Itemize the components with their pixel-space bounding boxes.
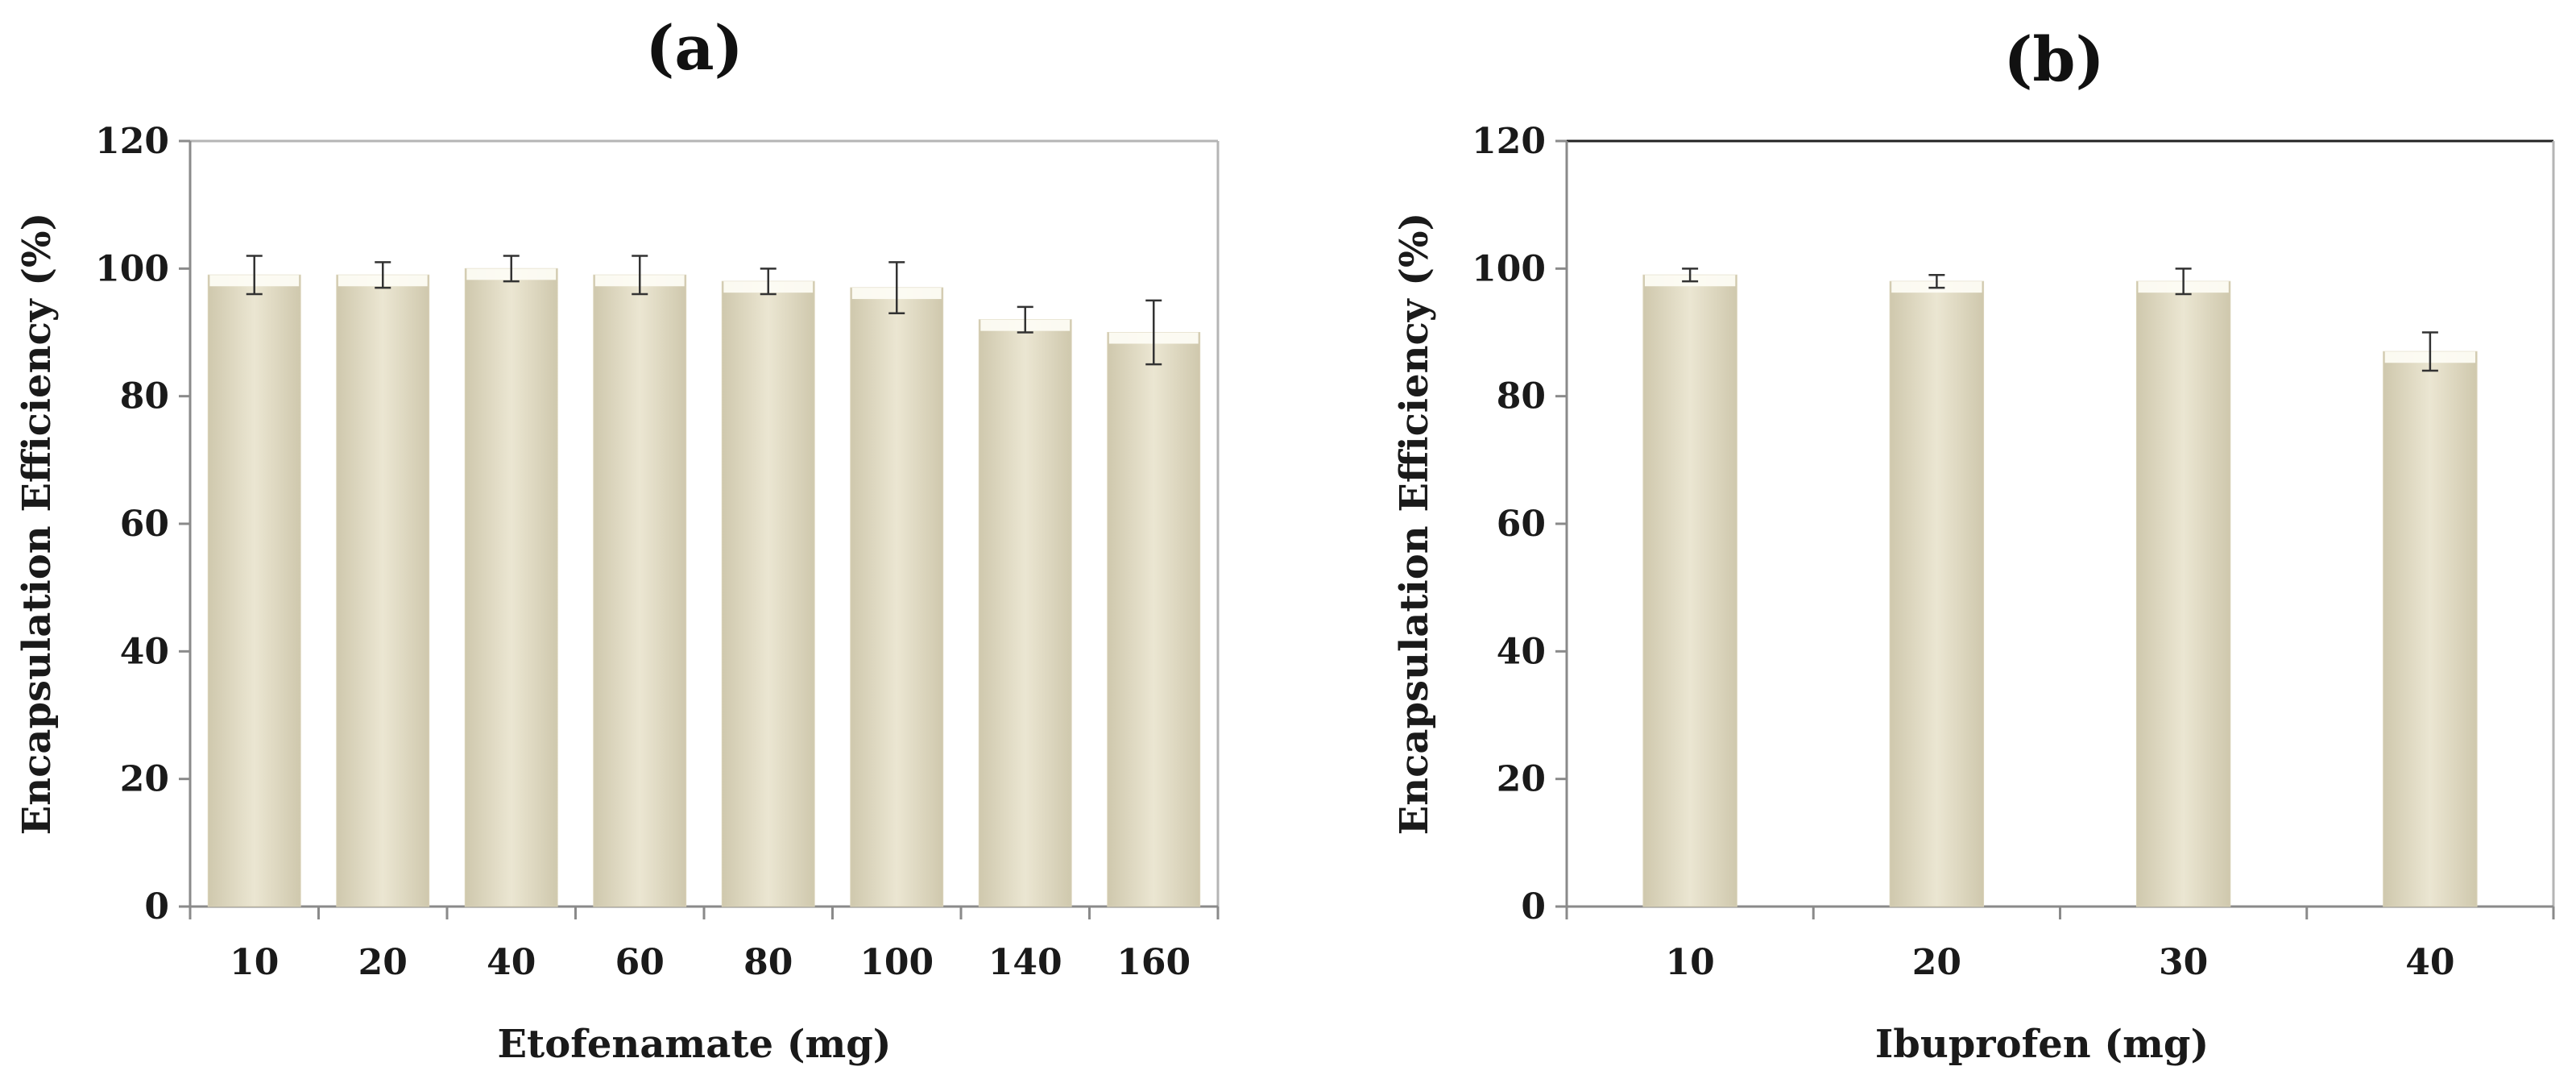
- chart-panel-b: (b) 0 20 40 60 80 100 120 10 20 30 40 Ibuprofen (m…: [1392, 23, 2555, 1067]
- chart-b-x-tick-label: 30: [2159, 942, 2208, 983]
- chart-a-y-tick-label: 0: [144, 886, 169, 927]
- chart-a-y-tick-label: 40: [120, 631, 169, 672]
- chart-a-x-tick-label: 60: [615, 942, 665, 983]
- chart-a-bar: [721, 280, 815, 907]
- chart-b-y-tick-label: 80: [1497, 376, 1546, 417]
- chart-a-bar: [1107, 332, 1201, 907]
- chart-b-y-tick-label: 100: [1472, 248, 1546, 289]
- chart-a-title: (a): [645, 12, 743, 84]
- chart-a-bar: [593, 274, 687, 907]
- chart-b-x-tick-label: 10: [1666, 942, 1715, 983]
- chart-b-x-axis-label: Ibuprofen (mg): [1875, 1022, 2209, 1067]
- chart-b-x-tick-label: 40: [2405, 942, 2454, 983]
- chart-b-y-tick-label: 60: [1497, 504, 1546, 545]
- chart-a-bar: [464, 268, 558, 907]
- chart-b-y-axis-label: Encapsulation Efficiency (%): [1392, 213, 1437, 836]
- chart-a-x-tick-label: 40: [487, 942, 536, 983]
- chart-a-bar: [207, 274, 301, 907]
- chart-a-y-tick-label: 120: [95, 121, 169, 162]
- chart-b-bar: [1889, 280, 1985, 907]
- chart-a-x-tick-label: 160: [1116, 942, 1191, 983]
- chart-a-x-tick-label: 100: [859, 942, 934, 983]
- chart-panel-a: (a) 0 20 40 60 80 100 120 10 20 40 60 80 100 140 160 E…: [14, 12, 1220, 1067]
- chart-a-y-tick-label: 80: [120, 376, 169, 417]
- chart-a-bar: [336, 274, 430, 907]
- chart-b-title: (b): [2003, 23, 2104, 95]
- chart-b-bar: [2383, 351, 2478, 907]
- chart-a-x-axis-label: Etofenamate (mg): [497, 1022, 891, 1067]
- chart-a-y-tick-label: 100: [95, 248, 169, 289]
- chart-a-bar: [978, 319, 1072, 907]
- chart-a-x-tick-label: 20: [358, 942, 408, 983]
- chart-a-y-tick-label: 60: [120, 504, 169, 545]
- chart-b-x-tick-label: 20: [1912, 942, 1961, 983]
- chart-b-bar: [2135, 280, 2231, 907]
- chart-a-bar: [850, 287, 944, 907]
- chart-b-y-tick-label: 120: [1472, 121, 1546, 162]
- chart-a-x-tick-label: 80: [743, 942, 793, 983]
- chart-b-y-tick-label: 20: [1497, 759, 1546, 800]
- chart-b-bar: [1642, 274, 1737, 907]
- chart-a-y-axis-label: Encapsulation Efficiency (%): [14, 213, 60, 836]
- chart-a-x-tick-label: 140: [988, 942, 1062, 983]
- chart-a-y-tick-label: 20: [120, 759, 169, 800]
- chart-b-y-tick-label: 0: [1521, 886, 1546, 927]
- chart-b-y-tick-label: 40: [1497, 631, 1546, 672]
- chart-a-x-tick-label: 10: [230, 942, 279, 983]
